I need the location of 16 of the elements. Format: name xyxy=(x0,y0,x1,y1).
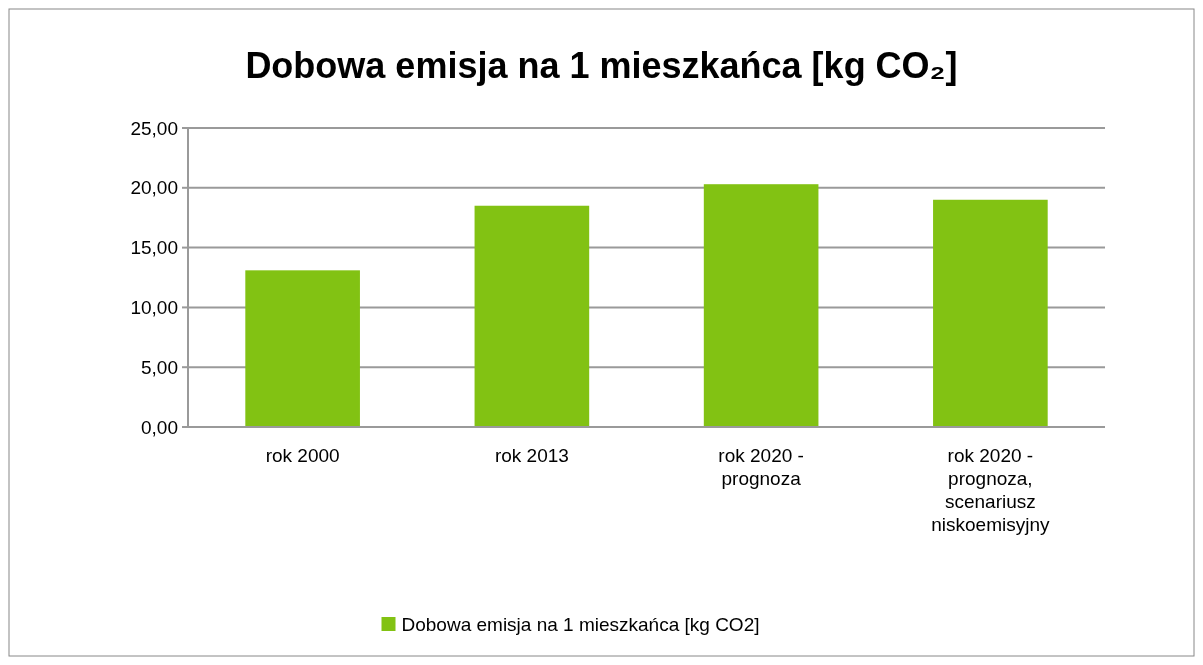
x-tick-label: rok 2020 - prognoza, scenariusz niskoemisyjny xyxy=(931,445,1050,535)
x-tick-label: rok 2000 xyxy=(265,445,340,466)
bar xyxy=(703,184,819,427)
y-tick-label: 20,00 xyxy=(130,177,178,199)
y-tick-label: 25,00 xyxy=(130,117,178,139)
y-tick-label: 5,00 xyxy=(141,356,178,378)
bar xyxy=(474,205,590,427)
chart-title: Dobowa emisja na 1 mieszkańca [kg CO₂] xyxy=(245,45,958,86)
legend-label: Dobowa emisja na 1 mieszkańca [kg CO2] xyxy=(401,613,760,635)
bar xyxy=(245,270,360,427)
bar xyxy=(933,199,1048,427)
y-tick-label: 0,00 xyxy=(141,416,178,438)
y-tick-label: 15,00 xyxy=(130,237,178,259)
y-tick-label: 10,00 xyxy=(130,297,178,319)
x-tick-label: rok 2013 xyxy=(494,445,569,466)
x-tick-label: rok 2020 - prognoza xyxy=(718,445,804,489)
